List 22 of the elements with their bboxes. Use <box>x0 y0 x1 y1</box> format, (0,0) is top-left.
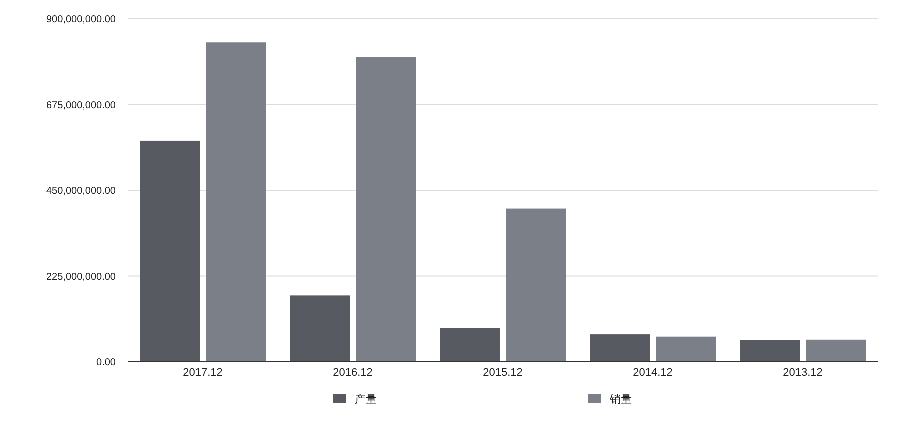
legend-label: 销量 <box>609 393 632 406</box>
legend-label: 产量 <box>355 393 377 406</box>
bar <box>590 334 650 362</box>
y-tick-label: 450,000,000.00 <box>46 186 116 197</box>
y-tick-label: 225,000,000.00 <box>46 272 116 283</box>
y-tick-label: 0.00 <box>96 358 116 368</box>
bar <box>206 42 266 362</box>
bar <box>290 296 350 362</box>
x-tick-label: 2017.12 <box>183 367 223 379</box>
bar <box>506 208 566 362</box>
x-tick-label: 2013.12 <box>783 367 823 379</box>
x-tick-label: 2015.12 <box>483 367 523 379</box>
x-tick-label: 2014.12 <box>633 367 673 379</box>
y-tick-label: 675,000,000.00 <box>46 100 116 112</box>
bar <box>656 336 716 362</box>
bar <box>740 340 800 362</box>
bar <box>440 328 500 362</box>
y-tick-label: 900,000,000.00 <box>46 14 116 26</box>
bar <box>806 340 866 362</box>
bar <box>356 57 416 362</box>
x-tick-label: 2016.12 <box>333 367 373 379</box>
bar <box>140 140 200 362</box>
